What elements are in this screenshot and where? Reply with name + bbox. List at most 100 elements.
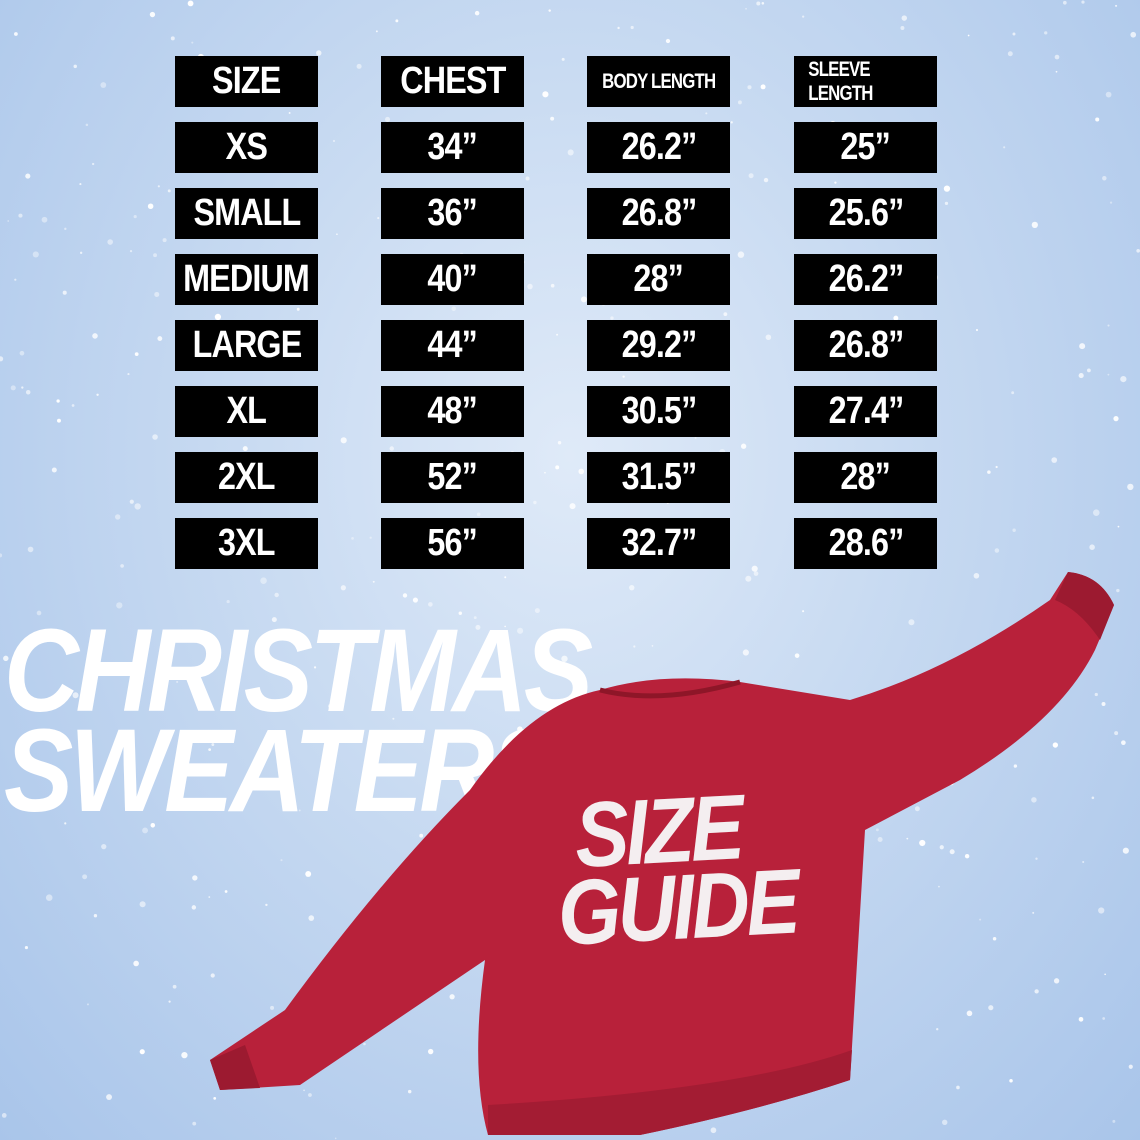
snowflake	[154, 291, 160, 297]
snowflake	[308, 1093, 312, 1097]
cell-chest-text: 40”	[427, 258, 478, 300]
snowflake	[356, 63, 362, 69]
header-sleeve-length-text: SLEEVE LENGTH	[808, 57, 873, 105]
snowflake	[1116, 588, 1120, 593]
snowflake	[1107, 373, 1110, 376]
snowflake	[1012, 32, 1016, 36]
snowflake	[938, 885, 940, 888]
snowflake	[751, 565, 758, 572]
header-size: SIZE	[175, 56, 318, 107]
snowflake	[57, 418, 61, 423]
snowflake	[224, 890, 228, 893]
cell-body-length-text: 26.8”	[621, 192, 697, 234]
snowflake	[1122, 847, 1129, 854]
snowflake	[172, 984, 177, 989]
snowflake	[1117, 525, 1120, 528]
snowflake	[694, 437, 697, 440]
cell-chest-text: 48”	[427, 390, 478, 432]
snowflake	[567, 149, 574, 156]
snowflake	[51, 467, 57, 473]
snowflake	[1055, 70, 1058, 73]
snowflake	[18, 213, 23, 218]
snowflake	[1003, 146, 1006, 149]
snowflake	[964, 853, 970, 859]
snowflake	[1094, 692, 1098, 697]
snowflake	[147, 203, 154, 209]
header-chest: CHEST	[381, 56, 524, 107]
snowflake	[1130, 31, 1137, 38]
cell-sleeve-length-text: 26.8”	[828, 324, 904, 366]
cell-chest-text: 44”	[427, 324, 478, 366]
snowflake	[340, 437, 347, 444]
snowflake	[548, 9, 551, 12]
cell-sleeve-length: 26.8”	[794, 320, 937, 371]
snowflake	[794, 653, 800, 658]
snowflake	[979, 918, 982, 921]
snowflake	[1113, 416, 1119, 422]
snowflake	[988, 1005, 994, 1011]
snowflake	[1012, 528, 1016, 532]
snowflake	[966, 1010, 973, 1017]
snowflake	[214, 313, 222, 321]
cell-body-length-text: 32.7”	[621, 522, 697, 564]
snowflake	[914, 806, 920, 812]
snowflake	[994, 548, 1000, 553]
cell-chest: 44”	[381, 320, 524, 371]
snowflake	[1095, 117, 1100, 122]
snowflake	[305, 871, 312, 877]
snowflake	[270, 1005, 275, 1010]
cell-body-length: 30.5”	[587, 386, 730, 437]
snowflake	[943, 185, 951, 192]
snowflake	[834, 181, 837, 184]
cell-size: MEDIUM	[175, 254, 318, 305]
snowflake	[191, 41, 194, 44]
snowflake	[578, 468, 585, 475]
snowflake	[745, 575, 752, 582]
snowflake	[730, 121, 733, 124]
snowflake	[3, 655, 9, 662]
snowflake	[1104, 973, 1106, 976]
cell-chest-text: 52”	[427, 456, 478, 498]
snowflake	[458, 611, 462, 615]
snowflake	[96, 393, 99, 396]
snowflake	[1062, 0, 1067, 5]
snowflake	[1009, 1078, 1013, 1083]
snowflake	[942, 1119, 948, 1125]
cell-sleeve-length: 25.6”	[794, 188, 937, 239]
snowflake	[710, 1127, 717, 1134]
snowflake	[451, 306, 457, 312]
snowflake	[389, 446, 394, 451]
snowflake	[106, 1094, 113, 1101]
snowflake	[208, 896, 211, 898]
snowflake	[85, 123, 89, 127]
snowflake	[1079, 343, 1086, 350]
cell-sleeve-length-text: 28.6”	[828, 522, 904, 564]
snowflake	[617, 26, 620, 30]
cell-body-length: 26.8”	[587, 188, 730, 239]
snowflake	[427, 1048, 434, 1055]
snowflake	[211, 743, 215, 747]
cell-size-text: MEDIUM	[183, 258, 311, 300]
snowflake	[1, 1113, 7, 1118]
snowflake	[723, 312, 728, 317]
snowflake	[504, 625, 506, 628]
snowflake	[967, 34, 970, 37]
snowflake	[152, 434, 158, 440]
snowflake	[41, 216, 48, 223]
snowflake	[802, 610, 805, 613]
snowflake	[213, 1096, 217, 1100]
snowflake	[475, 624, 481, 630]
snowflake	[187, 0, 194, 7]
cell-body-length-text: 31.5”	[621, 456, 697, 498]
cell-chest: 40”	[381, 254, 524, 305]
snowflake	[745, 7, 747, 10]
snowflake	[474, 10, 480, 16]
snowflake	[742, 649, 749, 656]
snowflake	[1031, 797, 1037, 803]
snowflake	[610, 316, 614, 320]
cell-body-length-text: 30.5”	[621, 390, 697, 432]
header-size-text: SIZE	[212, 60, 281, 102]
snowflake	[93, 914, 98, 918]
snowflake	[1087, 368, 1091, 373]
